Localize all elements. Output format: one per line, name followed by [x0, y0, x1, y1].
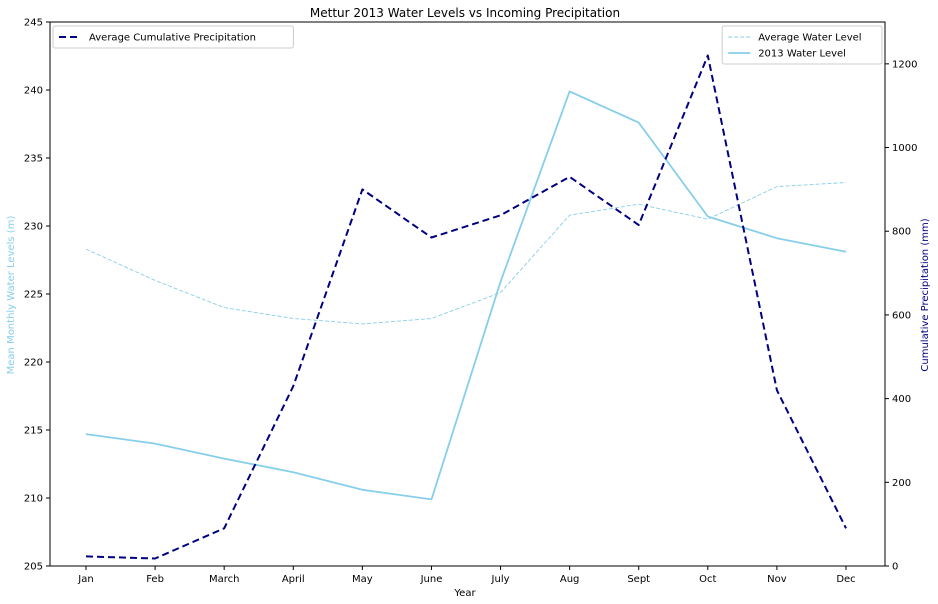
legend-box [721, 25, 883, 65]
x-tick-label: Aug [560, 574, 580, 585]
y-right-tick-label: 0 [892, 562, 898, 573]
y-right-tick-label: 200 [892, 478, 911, 489]
x-tick-label: Jan [77, 574, 93, 585]
x-tick-label: Feb [146, 574, 164, 585]
y-axis-right-label: Cumulative Precipitation (mm) [920, 218, 931, 371]
plot-area: Jan Feb March April May June July Aug Sept Oct Nov… [24, 18, 918, 586]
x-tick-label: Sept [627, 574, 650, 585]
y-right-tick-label: 400 [892, 394, 911, 405]
y-right-tick-label: 1000 [892, 143, 917, 154]
x-tick-label: May [352, 574, 373, 585]
x-tick-label: March [209, 574, 239, 585]
x-tick-label: July [491, 574, 510, 585]
y-left-tick-label: 220 [24, 358, 43, 369]
x-tick-label: Nov [767, 574, 787, 585]
legend-entry-label: Average Cumulative Precipitation [89, 33, 256, 44]
y-left-tick-label: 230 [24, 222, 43, 233]
x-tick-label: Oct [699, 574, 716, 585]
series-line-average-cumulative-precipitation [85, 54, 847, 560]
y-left-tick-label: 235 [24, 154, 43, 165]
x-tick-label: June [420, 574, 443, 585]
chart-title: Mettur 2013 Water Levels vs Incoming Pre… [310, 6, 620, 20]
y-right-tick-label: 800 [892, 227, 911, 238]
y-left-tick-label: 210 [24, 494, 43, 505]
series-line-2013-water-level [85, 90, 847, 501]
y-axis-left-label: Mean Monthly Water Levels (m) [6, 216, 17, 375]
y-left-tick-label: 215 [24, 426, 43, 437]
y-left-tick-label: 205 [24, 562, 43, 573]
y-left-tick-label: 225 [24, 290, 43, 301]
legend-entry-label: Average Water Level [758, 33, 861, 44]
legend-box [52, 25, 294, 49]
x-tick-label: Dec [836, 574, 855, 585]
y-left-tick-label: 240 [24, 86, 43, 97]
legend-entry-label: 2013 Water Level [758, 49, 846, 60]
y-left-tick-label: 245 [24, 18, 43, 29]
y-right-tick-label: 600 [892, 310, 911, 321]
y-right-tick-label: 1200 [892, 59, 917, 70]
x-axis-label: Year [453, 588, 476, 599]
x-tick-label: April [282, 574, 305, 585]
